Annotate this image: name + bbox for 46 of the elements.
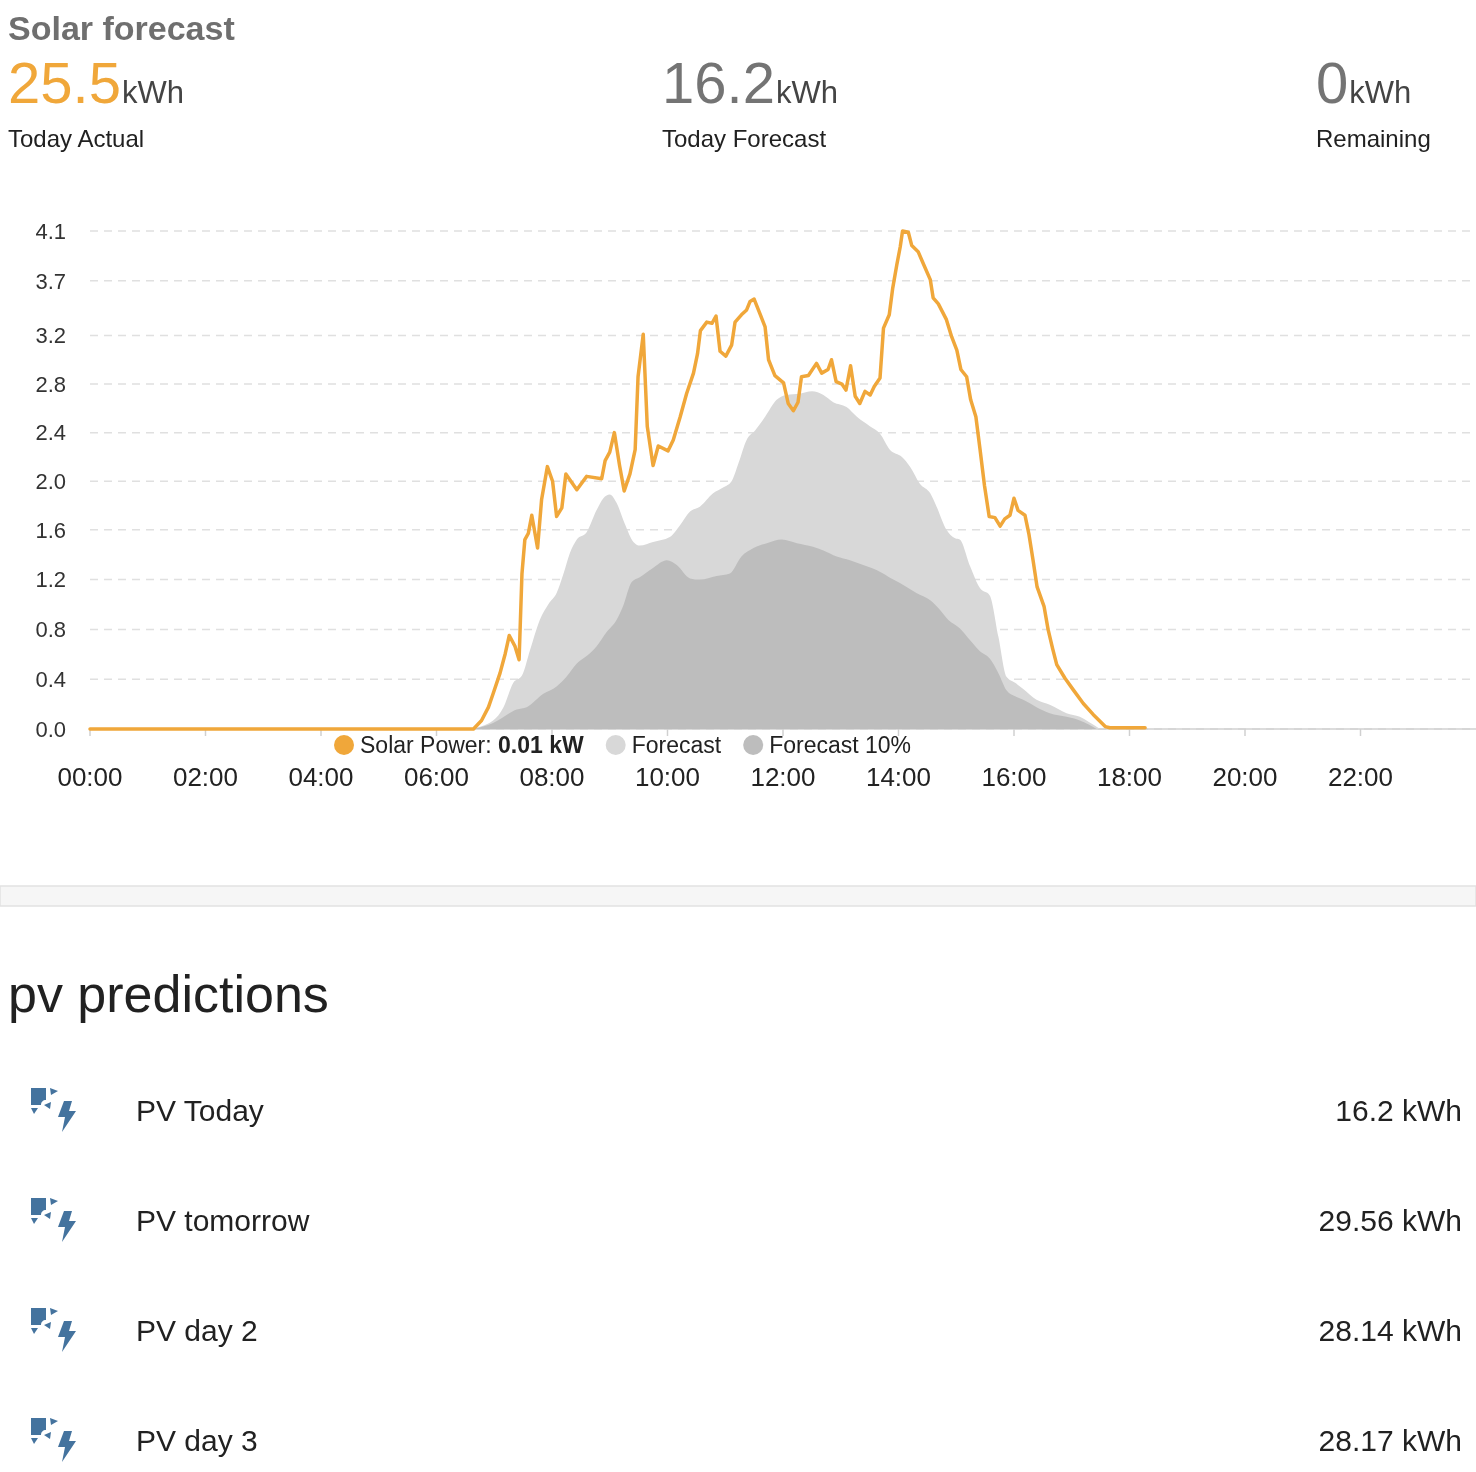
text: Today Actual: [8, 125, 145, 152]
text: 29.56 kWh: [1318, 1204, 1462, 1237]
text: 16.2: [662, 50, 775, 115]
y-tick-label: 3.2: [35, 323, 66, 349]
y-tick-label: 1.6: [35, 517, 66, 543]
y-tick-label: 0.0: [35, 716, 66, 742]
x-tick-label: 18:00: [1096, 762, 1163, 792]
text: kWh: [121, 75, 184, 110]
text: 16.2 kWh: [1335, 1094, 1462, 1127]
text: 28.17 kWh: [1318, 1424, 1462, 1457]
text: Today Forecast: [662, 125, 827, 152]
x-tick-label: 04:00: [288, 762, 354, 792]
line-series: [88, 229, 1147, 731]
x-tick-label: 16:00: [981, 762, 1047, 792]
x-tick-label: 12:00: [750, 762, 816, 792]
chart-title: Solar forecast: [8, 9, 235, 47]
text: Remaining: [1316, 125, 1431, 152]
x-tick-label: 20:00: [1212, 762, 1278, 792]
text: 25.5: [8, 50, 121, 115]
x-tick-label: 08:00: [519, 762, 585, 792]
x-tick-label: 10:00: [634, 762, 701, 792]
text: PV day 3: [136, 1424, 258, 1457]
text: PV day 2: [136, 1314, 258, 1347]
y-tick-label: 3.7: [35, 268, 66, 294]
text: PV Today: [136, 1094, 264, 1127]
x-tick-label: 22:00: [1327, 762, 1394, 792]
y-tick-label: 2.4: [35, 420, 66, 446]
text: 0: [1316, 50, 1349, 115]
legend-label: Solar Power: 0.01 kW: [360, 732, 585, 758]
legend-label: Forecast: [631, 732, 722, 758]
text: PV tomorrow: [136, 1204, 310, 1237]
y-tick-label: 0.4: [35, 666, 66, 692]
legend-label: Forecast 10%: [769, 732, 912, 758]
text: kWh: [1349, 75, 1412, 110]
x-tick-label: 00:00: [57, 762, 123, 792]
text: kWh: [775, 75, 838, 110]
x-tick-label: 02:00: [172, 762, 239, 792]
text: 28.14 kWh: [1318, 1314, 1462, 1347]
x-tick-label: 06:00: [403, 762, 470, 792]
text: pv predictions: [8, 965, 329, 1023]
y-tick-label: 2.0: [35, 468, 66, 494]
x-tick-label: 14:00: [865, 762, 932, 792]
y-tick-label: 2.8: [35, 371, 66, 397]
y-tick-label: 1.2: [35, 567, 66, 593]
y-tick-label: 0.8: [35, 617, 66, 643]
y-tick-label: 4.1: [35, 218, 66, 244]
